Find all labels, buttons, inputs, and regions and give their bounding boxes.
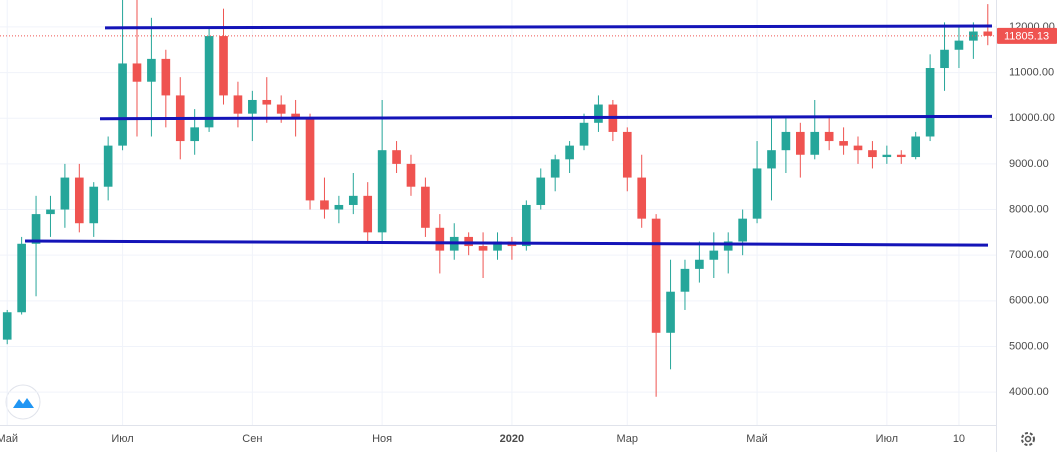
logo-icon[interactable] [13, 398, 34, 408]
grid [0, 0, 996, 425]
candle-body [738, 218, 747, 242]
candle-body [868, 150, 877, 158]
y-tick-label: 4000.00 [1009, 386, 1049, 398]
x-tick-label: Июл [111, 433, 133, 445]
y-tick-label: 10000.00 [1009, 112, 1055, 124]
candle-body [853, 145, 863, 151]
candle-body [752, 168, 762, 219]
candle-body [579, 122, 589, 146]
candle-body [2, 312, 12, 340]
gear-outer[interactable] [1021, 432, 1035, 446]
candle-body [940, 49, 949, 69]
candle-body [796, 131, 805, 155]
candle-body [493, 241, 502, 251]
y-tick-label: 9000.00 [1009, 158, 1049, 170]
candle-body [709, 250, 719, 260]
candle-body [969, 31, 978, 41]
candle-body [983, 31, 993, 36]
candle-body [248, 99, 257, 114]
candle-body [882, 154, 892, 158]
candle-body [522, 204, 531, 247]
trend-line [24, 239, 989, 247]
logo-circle[interactable] [5, 384, 41, 420]
candle-body [478, 246, 488, 251]
x-tick-label: Ноя [372, 433, 392, 445]
trend-line [104, 24, 993, 30]
candle-body [839, 141, 848, 146]
candle-body [118, 63, 127, 146]
candle-body [767, 150, 776, 169]
candle-body [363, 195, 373, 233]
candle-body [17, 243, 26, 313]
candle-body [291, 113, 300, 119]
candle-body [60, 177, 70, 210]
candle-body [276, 104, 286, 114]
candle-body [925, 68, 935, 137]
y-tick-label: 7000.00 [1009, 249, 1049, 261]
candle-body [954, 40, 964, 50]
x-tick-label: Сен [242, 433, 262, 445]
candle-body [651, 218, 661, 333]
candle-body [781, 131, 791, 151]
candle-body [233, 95, 243, 114]
candle-body [594, 104, 603, 123]
gear-inner[interactable] [1024, 435, 1032, 443]
logo[interactable] [5, 384, 41, 420]
candle-body [723, 241, 733, 251]
plot [2, 0, 993, 397]
x-tick-label: Июл [876, 433, 898, 445]
candle-body [421, 186, 430, 228]
candle-body [377, 150, 387, 233]
candle-body [637, 177, 647, 219]
candle-body [896, 154, 906, 158]
candle-body [565, 145, 574, 160]
candle-body [31, 214, 41, 244]
x-tick-label: 2020 [500, 433, 524, 445]
y-tick-label: 5000.00 [1009, 340, 1049, 352]
candle-body [348, 195, 358, 205]
candle-body [161, 58, 171, 96]
candle-body [262, 99, 272, 105]
candle-body [147, 58, 156, 82]
candle-body [204, 36, 214, 128]
candle-body [666, 291, 675, 333]
candle-body [305, 118, 315, 201]
candle-body [46, 209, 55, 215]
x-tick-label: 10 [953, 433, 965, 445]
candle-body [536, 177, 546, 205]
last-price-box [997, 27, 1057, 44]
candle-body [695, 259, 704, 269]
settings-button[interactable] [1021, 432, 1035, 446]
candle-body [911, 136, 921, 158]
y-tick-label: 8000.00 [1009, 203, 1049, 215]
candle-body [680, 268, 690, 292]
candle-body [435, 227, 445, 251]
x-tick-label: Май [746, 433, 768, 445]
candle-body [824, 131, 834, 142]
candle-body [406, 163, 416, 187]
x-tick-label: Май [0, 433, 18, 445]
candle-body [392, 150, 401, 164]
y-tick-label: 12000.00 [1009, 21, 1055, 33]
candle-body [320, 200, 329, 210]
candle-body [103, 145, 113, 187]
candle-body [190, 127, 199, 142]
x-tick-label: Мар [617, 433, 639, 445]
trend-line [99, 114, 993, 121]
candle-body [334, 204, 344, 210]
last-price-label: 11805.13 [1004, 31, 1049, 43]
candle-body [622, 131, 632, 178]
candle-body [219, 36, 228, 96]
candle-body [550, 159, 560, 178]
y-tick-label: 11000.00 [1009, 66, 1054, 78]
y-tick-label: 6000.00 [1009, 295, 1049, 307]
candle-body [89, 186, 99, 224]
candle-body [74, 177, 84, 224]
candle-body [810, 131, 820, 155]
candle-body [132, 63, 142, 82]
